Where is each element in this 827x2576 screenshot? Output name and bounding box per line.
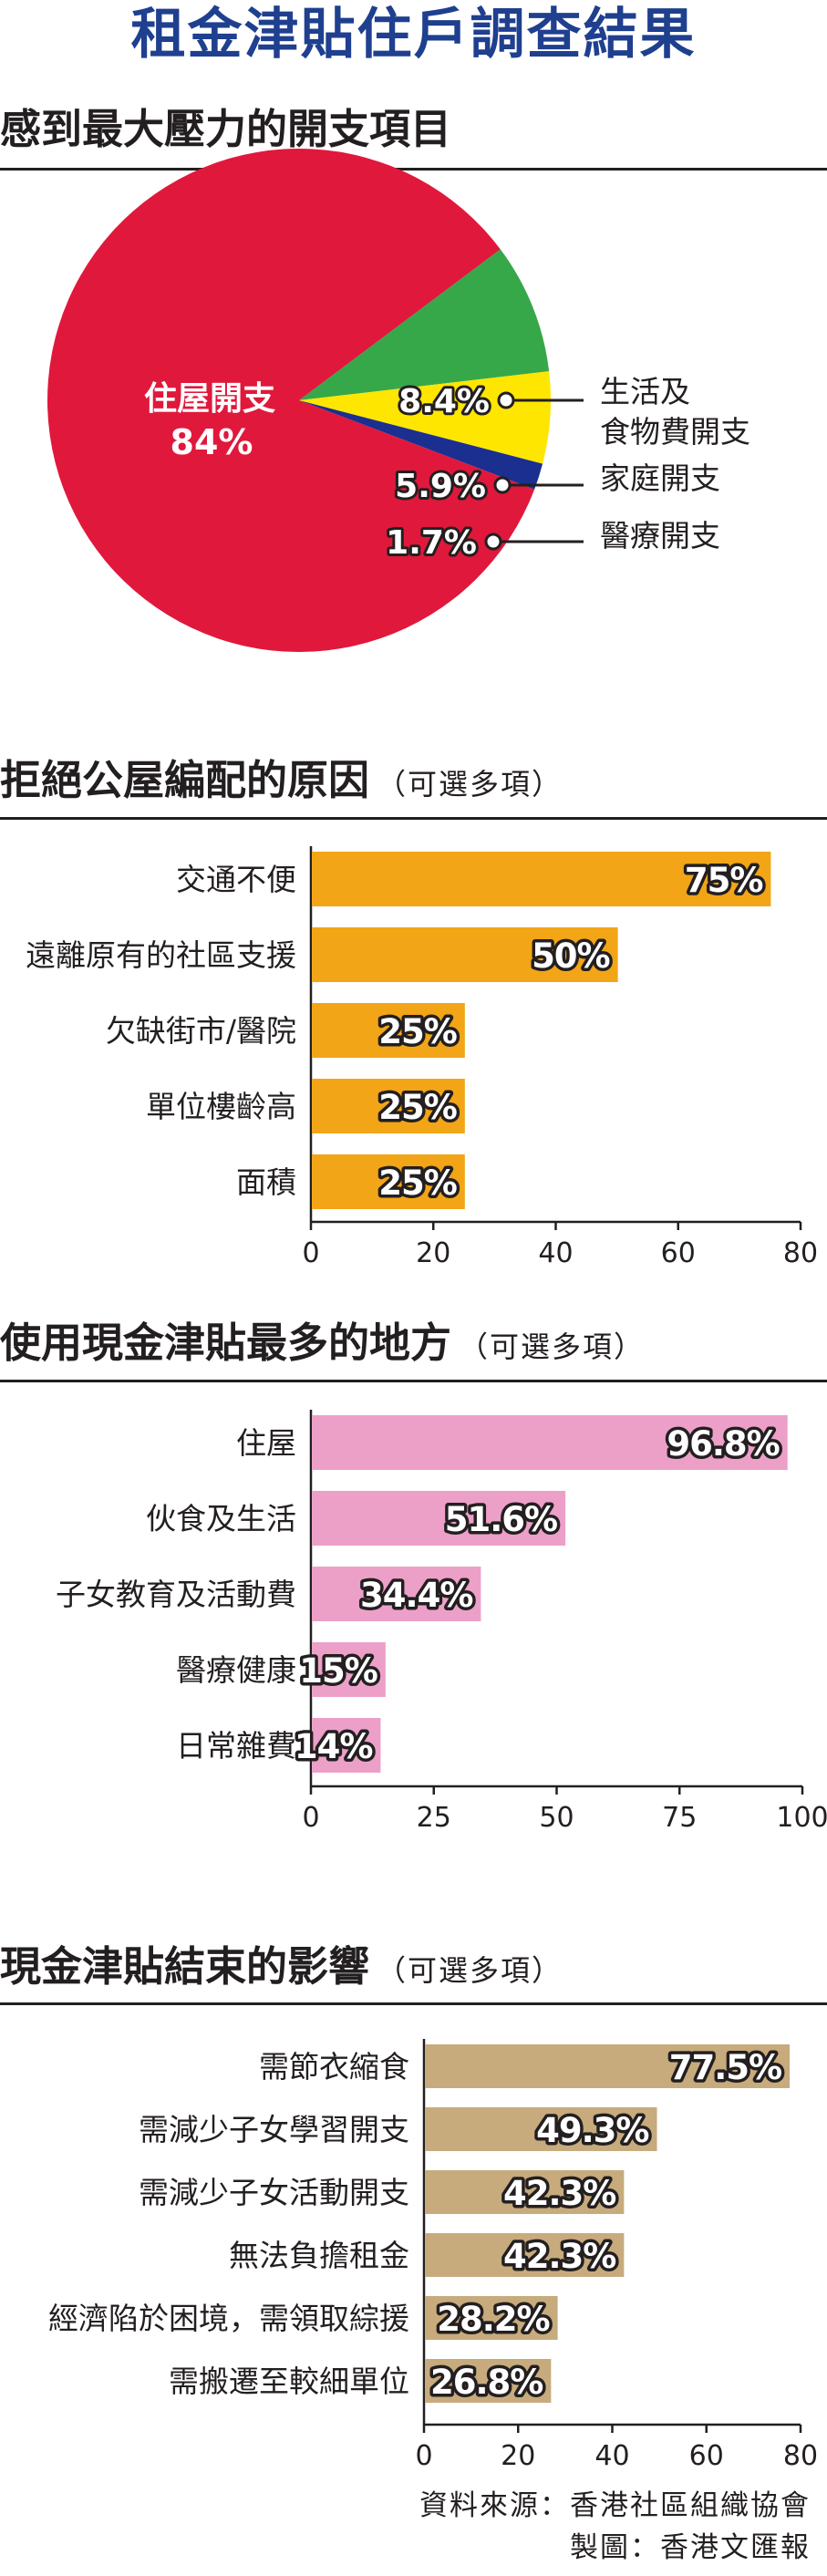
pie-slice [47,149,535,653]
bar-chart-3: 0 20 40 60 80 需節衣縮食 77.5% 需減少子女學習開支 49.3% 需減少子女活動… [48,2039,818,2472]
category-label: 無法負擔租金 [229,2238,409,2273]
bar-chart-1-note: （可選多項） [377,767,563,802]
category-label: 面積 [236,1164,296,1200]
category-label: 需搬遷至較細單位 [169,2364,409,2399]
bar-value-label: 25% [378,1012,457,1051]
category-label: 伙食及生活 [146,1501,296,1536]
bar [312,1718,381,1773]
bar-chart-1-heading: 拒絕公屋編配的原因 （可選多項） [0,753,563,812]
bar [312,1642,386,1697]
pie-value-label: 5.9% [395,468,486,505]
pie-value-label: 1.7% [386,524,477,562]
x-tick-label: 60 [661,1237,696,1269]
category-label: 住屋 [236,1425,296,1461]
x-tick-label: 20 [501,2440,535,2472]
bar-value-label: 77.5% [669,2048,781,2087]
pie-value-label: 8.4% [398,383,490,420]
bar [312,927,618,982]
x-tick-label: 80 [783,1237,818,1269]
leader-dot [493,476,512,494]
bar [425,2359,552,2403]
bar [425,2107,657,2151]
category-label: 經濟陷於困境，需領取綜援 [48,2301,409,2336]
category-label: 單位樓齡高 [146,1089,296,1124]
x-tick-label: 40 [538,1237,573,1269]
bar-chart-2-note: （可選多項） [459,1329,646,1364]
pie-slice [299,371,552,464]
pie-chart: 住屋開支 84% 8.4% 生活及食物費開支 5.9% 家庭開支 1.7% 醫療開支 [47,149,750,653]
category-label: 日常雜費 [176,1728,296,1764]
bar-value-label: 49.3% [536,2111,648,2150]
category-label: 需減少子女學習開支 [139,2112,409,2147]
x-tick-label: 80 [783,2440,818,2472]
bar-chart-3-title: 現金津貼結束的影響 [0,1942,370,1991]
x-tick-label: 40 [594,2440,629,2472]
x-tick-label: 20 [416,1237,450,1269]
bar-chart-2: 0 25 50 75 100 住屋 96.8% 伙食及生活 51.6% 子女教育及活動費 34.4%… [56,1410,827,1834]
bar [312,1567,481,1621]
bar-value-label: 42.3% [503,2174,615,2213]
pie-slice [299,249,550,400]
pie-slice-label: 住屋開支 [144,380,275,418]
category-label: 欠缺街市/醫院 [106,1013,296,1049]
x-tick-label: 100 [776,1802,827,1834]
legend-label: 家庭開支 [600,460,720,496]
category-label: 需節衣縮食 [259,2049,409,2085]
bar-value-label: 28.2% [437,2300,549,2339]
bar [425,2233,625,2277]
pie-value-label: 84% [171,422,253,462]
bar [312,1079,465,1133]
category-label: 遠離原有的社區支援 [26,937,296,973]
bar-value-label: 15% [299,1651,377,1691]
bar [312,1003,465,1058]
category-label: 子女教育及活動費 [56,1577,296,1612]
legend-label: 醫療開支 [600,518,720,553]
leader-dot [497,391,515,409]
x-tick-label: 25 [417,1802,451,1834]
x-tick-label: 75 [662,1802,697,1834]
bar-value-label: 14% [295,1727,373,1766]
bar [425,2044,791,2088]
legend-label: 生活及食物費開支 [600,374,750,450]
bar-value-label: 34.4% [360,1576,472,1615]
bar-value-label: 25% [378,1088,457,1127]
bar-value-label: 75% [685,861,763,900]
section-rule [0,1380,827,1382]
bar [312,1154,465,1209]
bar-value-label: 25% [378,1164,457,1203]
bar [312,852,771,906]
x-tick-label: 0 [302,1802,319,1834]
section-rule [0,2002,827,2005]
x-tick-label: 0 [302,1237,319,1269]
pie-slice [299,400,543,490]
bar [312,1415,788,1470]
source-note: 資料來源：香港社區組織協會 [419,2489,811,2522]
leader-dot [484,533,502,551]
bar-value-label: 51.6% [445,1500,557,1539]
x-tick-label: 50 [539,1802,574,1834]
credit-note: 製圖：香港文匯報 [570,2531,811,2564]
bar-value-label: 96.8% [667,1424,779,1464]
bar-chart-1-title: 拒絕公屋編配的原因 [0,756,370,804]
section-rule [0,168,827,171]
bar [312,1491,566,1546]
x-tick-label: 0 [415,2440,432,2472]
category-label: 醫療健康 [176,1652,296,1688]
bar-chart-3-heading: 現金津貼結束的影響 （可選多項） [0,1940,563,1998]
bar-value-label: 42.3% [503,2237,615,2276]
bar-value-label: 26.8% [430,2363,543,2402]
bar-chart-2-title: 使用現金津貼最多的地方 [0,1319,452,1367]
bar-chart-2-heading: 使用現金津貼最多的地方 （可選多項） [0,1316,645,1374]
category-label: 交通不便 [176,862,296,897]
bar [425,2296,558,2340]
x-tick-label: 60 [689,2440,724,2472]
page-title: 租金津貼住戶調查結果 [130,3,697,67]
bar-chart-3-note: （可選多項） [377,1953,563,1988]
category-label: 需減少子女活動開支 [139,2175,409,2210]
pie-chart-title: 感到最大壓力的開支項目 [0,105,452,153]
bar [425,2170,625,2214]
bar-chart-1: 0 20 40 60 80 交通不便 75% 遠離原有的社區支援 50% 欠缺街市/醫院 25% 單位… [26,846,818,1269]
section-rule [0,817,827,820]
bar-value-label: 50% [532,936,610,976]
